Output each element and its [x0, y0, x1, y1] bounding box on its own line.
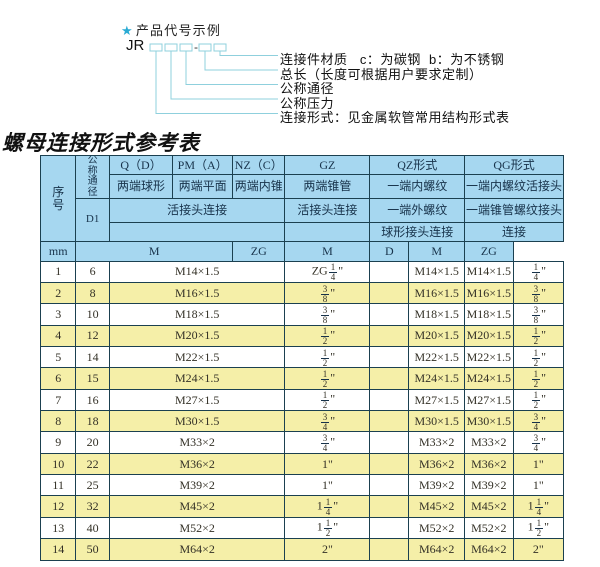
- svg-text:-: -: [194, 40, 198, 54]
